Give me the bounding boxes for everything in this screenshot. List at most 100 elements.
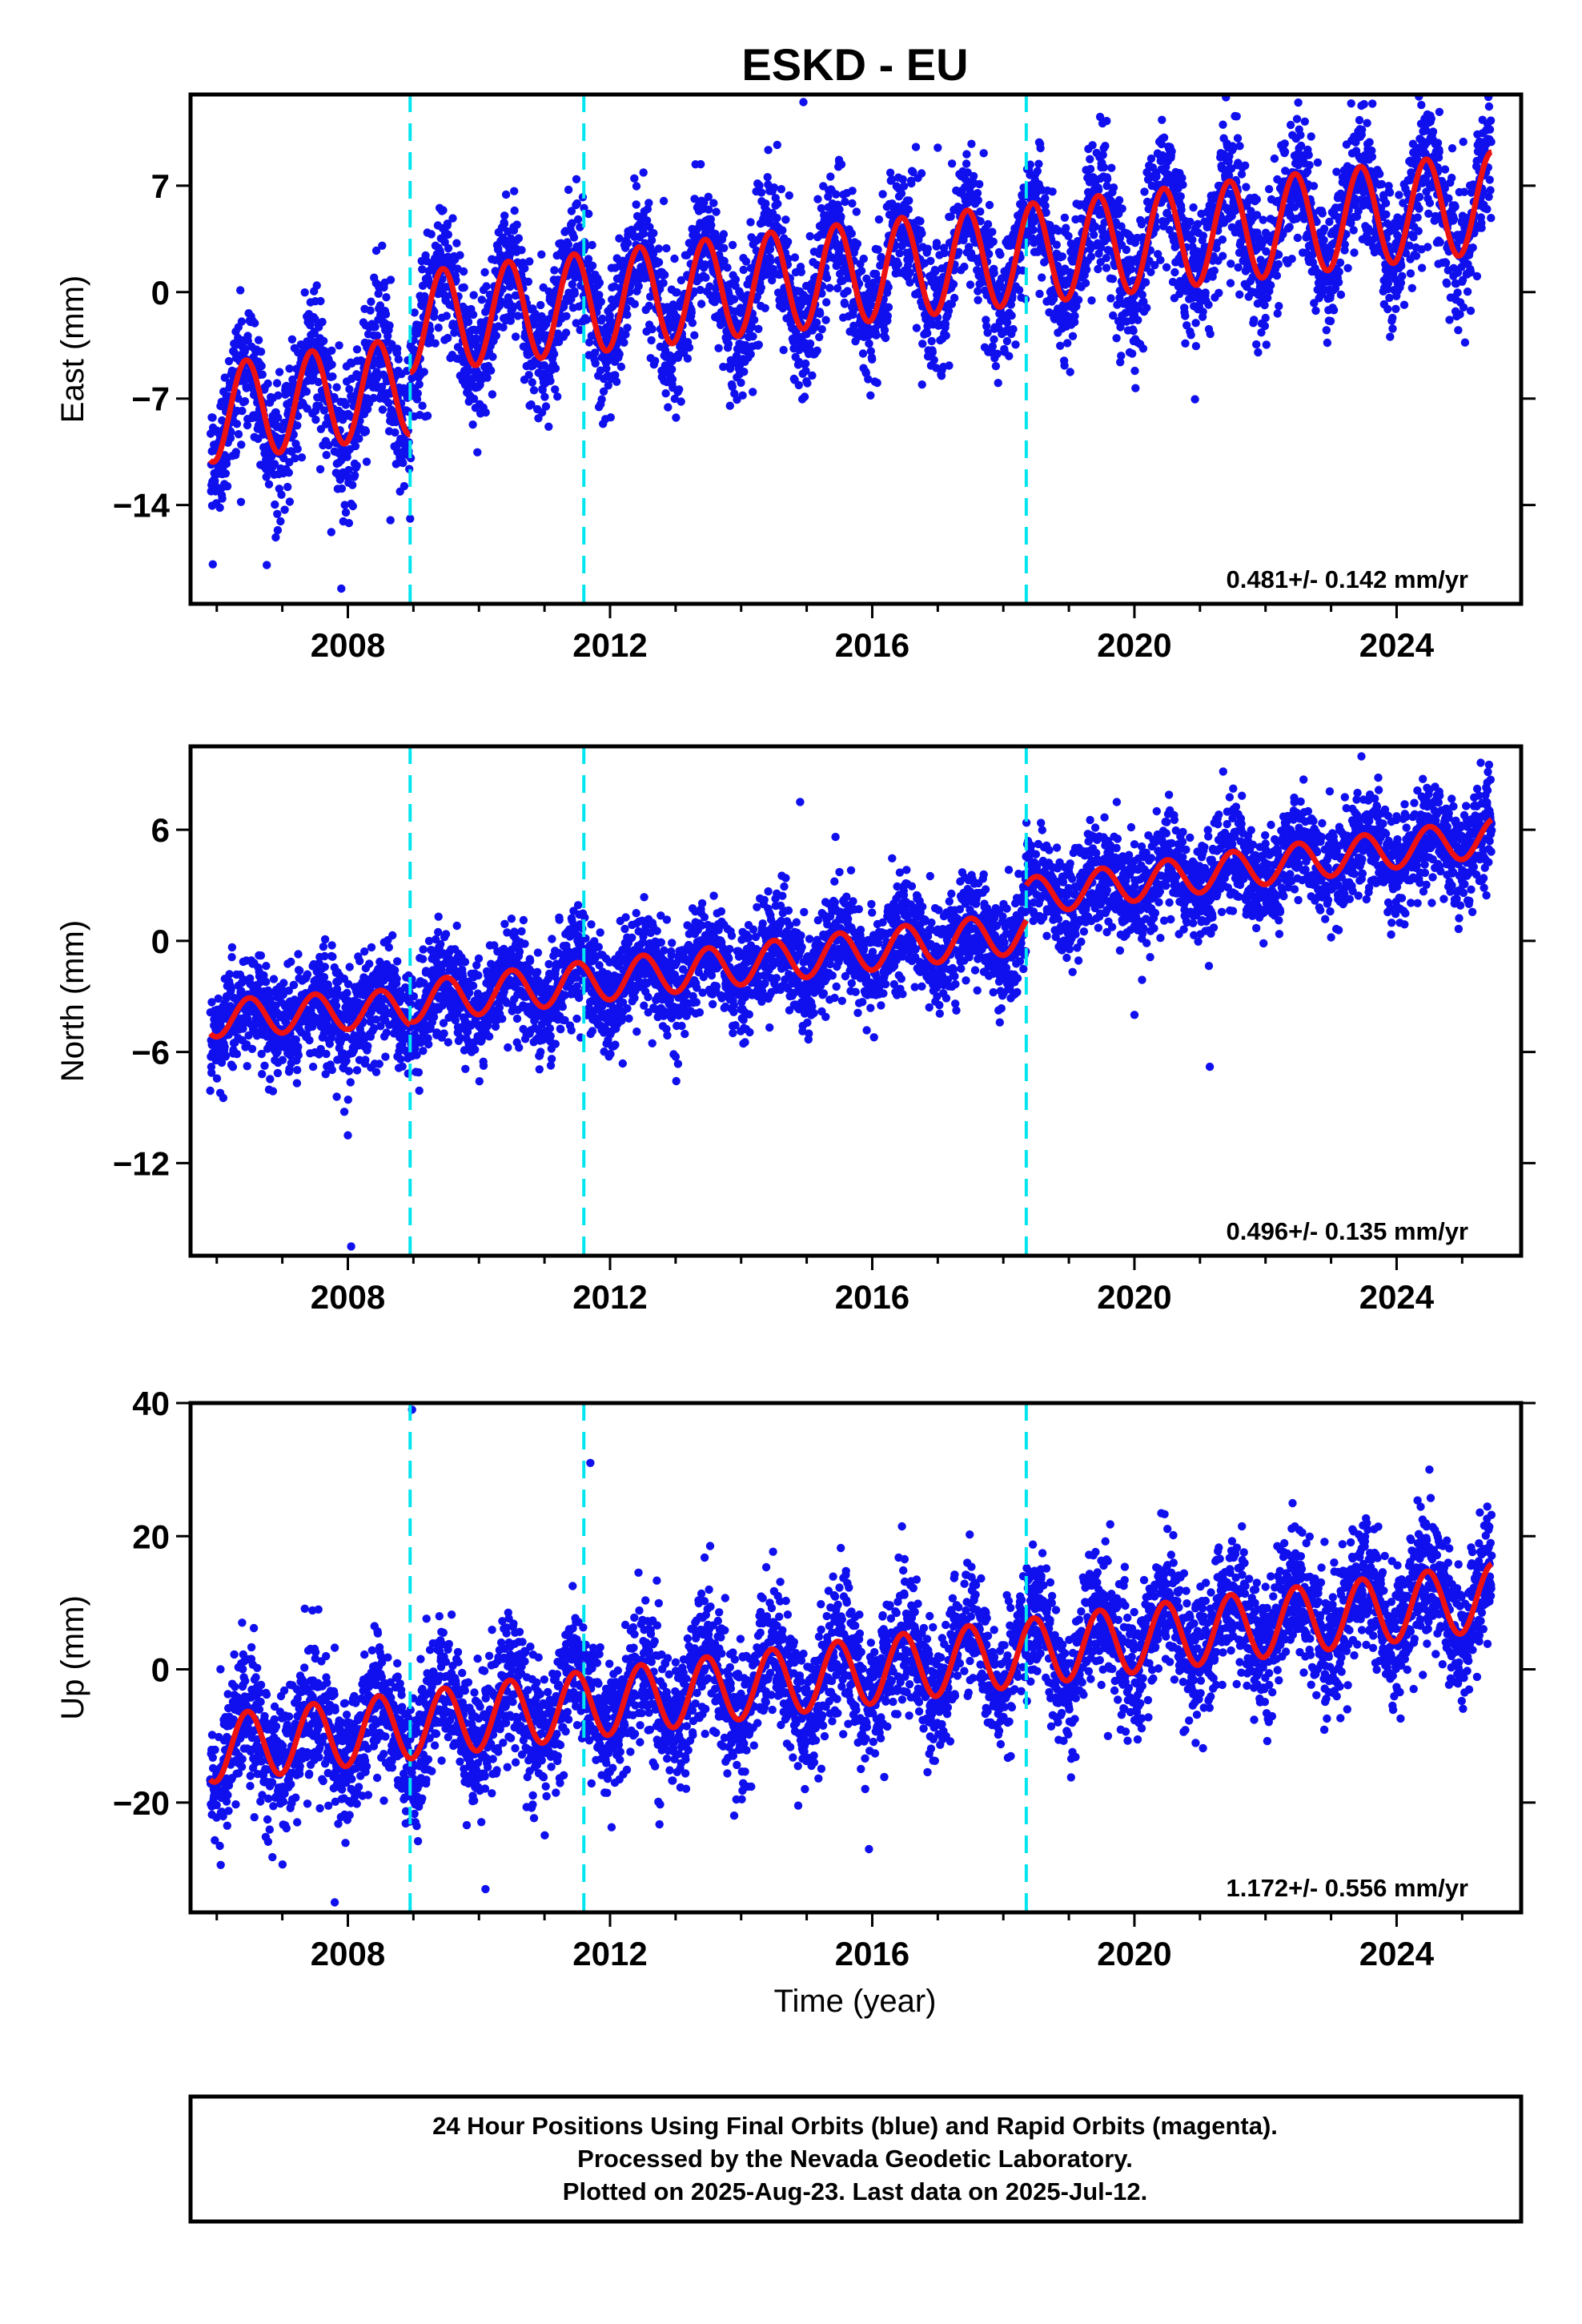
data-point	[378, 405, 387, 414]
data-point	[602, 364, 611, 373]
data-point	[960, 262, 969, 271]
data-point	[993, 349, 1002, 358]
data-point	[452, 239, 461, 247]
data-point	[488, 352, 497, 361]
data-point	[1343, 263, 1352, 272]
data-point	[514, 234, 524, 243]
data-point	[477, 296, 486, 304]
data-point	[473, 448, 482, 456]
data-point	[544, 422, 553, 431]
data-point	[345, 384, 354, 394]
data-point	[1294, 98, 1303, 107]
data-point	[450, 328, 459, 337]
data-point	[327, 528, 335, 537]
data-point	[605, 311, 614, 320]
data-point	[1419, 69, 1427, 77]
data-point	[562, 312, 571, 320]
data-point	[1313, 158, 1323, 167]
data-point	[319, 336, 328, 345]
data-point	[1101, 142, 1110, 151]
data-point	[459, 267, 468, 276]
data-point	[975, 179, 984, 189]
data-point	[724, 340, 733, 348]
data-point	[439, 206, 448, 215]
data-point	[415, 380, 424, 389]
data-point	[687, 308, 696, 317]
data-point	[352, 345, 362, 354]
data-point	[1350, 248, 1359, 257]
data-point	[611, 371, 620, 380]
data-point	[648, 324, 656, 334]
data-point	[982, 322, 991, 331]
data-point	[1122, 245, 1131, 255]
data-point	[982, 316, 990, 324]
data-point	[1033, 167, 1042, 175]
data-point	[1159, 133, 1169, 142]
data-point	[264, 480, 274, 489]
data-point	[306, 360, 315, 369]
data-point	[406, 514, 415, 523]
data-point	[1285, 223, 1294, 231]
data-point	[930, 356, 938, 364]
data-point	[711, 284, 721, 293]
data-point	[584, 209, 593, 219]
data-point	[917, 169, 926, 178]
data-point	[1036, 143, 1045, 153]
data-point	[501, 190, 511, 199]
data-point	[1385, 188, 1395, 197]
data-point	[284, 468, 293, 477]
data-point	[231, 448, 240, 456]
data-point	[1014, 286, 1024, 295]
data-point	[1107, 163, 1116, 172]
data-point	[1318, 209, 1327, 218]
data-point	[1300, 117, 1310, 126]
data-point	[584, 338, 594, 347]
data-point	[994, 379, 1002, 388]
data-point	[1359, 99, 1369, 109]
data-point	[468, 310, 478, 320]
data-point	[391, 428, 400, 437]
data-point	[254, 336, 263, 344]
data-point	[1326, 316, 1335, 326]
data-point	[293, 444, 302, 453]
data-point	[741, 257, 751, 266]
data-point	[1086, 164, 1095, 174]
data-point	[706, 215, 715, 223]
data-point	[911, 143, 921, 151]
data-point	[525, 257, 534, 266]
data-point	[1219, 251, 1227, 260]
data-point	[322, 451, 331, 460]
data-point	[918, 340, 927, 348]
data-point	[670, 394, 679, 404]
data-point	[729, 295, 739, 304]
data-point	[1005, 352, 1014, 360]
data-point	[858, 349, 868, 358]
data-point	[394, 355, 403, 364]
data-point	[962, 150, 971, 159]
data-point	[236, 286, 245, 295]
data-point	[1058, 252, 1067, 261]
data-point	[510, 206, 519, 215]
data-point	[864, 375, 873, 384]
data-point	[1319, 224, 1329, 233]
data-point	[393, 344, 402, 353]
data-point	[561, 328, 571, 337]
data-point	[985, 200, 994, 210]
data-point	[837, 212, 845, 221]
data-point	[1002, 318, 1012, 327]
data-point	[1292, 115, 1302, 123]
data-point	[464, 367, 473, 376]
data-point	[604, 381, 612, 390]
data-point	[897, 189, 906, 198]
data-point	[263, 561, 271, 569]
data-point	[969, 171, 978, 181]
data-point	[797, 267, 805, 276]
data-point	[719, 230, 729, 239]
data-point	[749, 388, 757, 396]
data-points	[206, 69, 1496, 593]
data-point	[1307, 132, 1315, 141]
data-point	[1447, 144, 1457, 153]
data-point	[1118, 204, 1126, 213]
data-point	[761, 304, 769, 312]
data-point	[1162, 263, 1171, 271]
